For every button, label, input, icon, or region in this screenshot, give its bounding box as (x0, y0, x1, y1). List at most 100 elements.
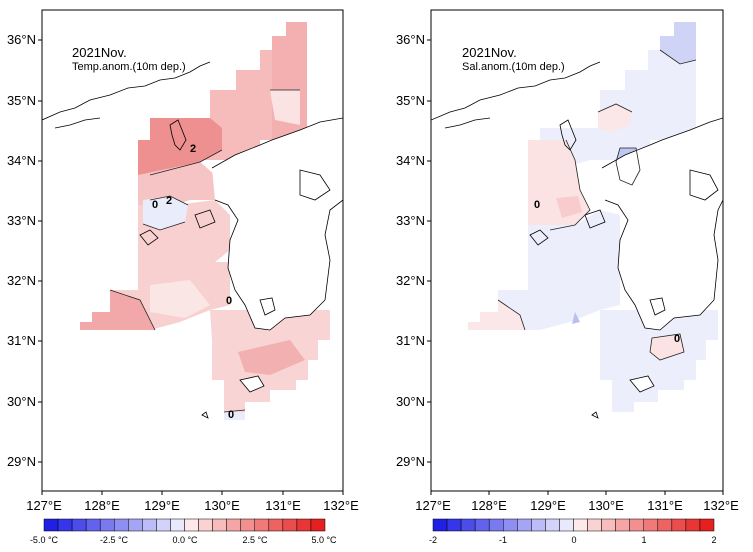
sal-colorbar-swatch (671, 518, 687, 532)
sal-y-tick-label: 36°N (396, 32, 425, 47)
sal-region-ne (660, 22, 696, 64)
temp-colorbar-swatch (282, 518, 298, 532)
temp-y-tick-label: 34°N (7, 153, 36, 168)
sal-panel-subtitle: Sal.anom.(10m dep.) (462, 61, 565, 73)
temp-colorbar-swatch (71, 518, 87, 532)
sal-contour-labels: 0 0 (534, 199, 680, 345)
temp-colorbar-swatch (156, 518, 171, 532)
sal-colorbar-swatch (446, 518, 462, 532)
sal-colorbar-label: 1 (641, 535, 646, 545)
sal-x-tick-label: 131°E (647, 498, 683, 513)
sal-x-tick-label: 132°E (703, 498, 739, 513)
temp-y-tick-label: 33°N (7, 213, 36, 228)
temp-contour-label: 0 (226, 295, 232, 307)
sal-colorbar-swatch (685, 518, 701, 532)
temp-colorbar-swatch (43, 518, 59, 532)
temp-region-southwest (80, 290, 155, 330)
temp-region-strong (138, 118, 222, 175)
temp-region-pale (150, 280, 210, 318)
temp-panel-subtitle: Temp.anom.(10m dep.) (72, 61, 186, 73)
sal-region-pink-spot (556, 196, 582, 218)
sal-x-tick-label: 129°E (530, 498, 566, 513)
sal-x-tick-label: 127°E (415, 498, 451, 513)
temp-x-axis: 127°E 128°E 129°E 130°E 131°E 132°E (26, 491, 359, 513)
sal-region-middle (528, 210, 620, 262)
temp-colorbar-swatch (57, 518, 73, 532)
sal-region-blue-speck (572, 312, 580, 324)
sal-colorbar-swatch (432, 518, 448, 532)
sal-colorbar-labels: -2 -1 0 1 2 (429, 535, 717, 545)
sal-x-tick-label: 130°E (588, 498, 624, 513)
temp-x-tick-label: 128°E (84, 498, 120, 513)
temp-land-kyushu (212, 118, 343, 330)
sal-region-pink-se (650, 334, 684, 360)
temp-x-tick-label: 129°E (144, 498, 180, 513)
temp-region-patch (270, 90, 300, 125)
temp-colorbar-swatch (310, 518, 326, 532)
temp-y-tick-label: 29°N (7, 454, 36, 469)
sal-colorbar-swatch (587, 518, 602, 532)
temp-colorbar (43, 518, 326, 532)
sal-coastlines (431, 61, 723, 419)
sal-colorbar-swatch (503, 518, 518, 532)
temp-colorbar-swatch (268, 518, 284, 532)
temp-colorbar-swatch (170, 518, 185, 532)
temp-region-south-tip (224, 412, 245, 420)
sal-region-north (528, 22, 696, 175)
temp-contour-label: 0 (152, 199, 158, 211)
sal-colorbar-swatch (559, 518, 574, 532)
sal-colorbar-swatch (545, 518, 560, 532)
temp-colorbar-swatch (99, 518, 115, 532)
sal-map-frame (430, 9, 724, 492)
sal-region-se (600, 310, 718, 412)
sal-colorbar-swatch (517, 518, 532, 532)
temp-colorbar-label: 2.5 °C (242, 535, 268, 545)
sal-colorbar-swatch (531, 518, 546, 532)
temp-y-tick-label: 30°N (7, 394, 36, 409)
sal-x-axis: 127°E 128°E 129°E 130°E 131°E 132°E (415, 491, 739, 513)
sal-panel: 0 0 2021Nov. Sal.anom.(10m dep.) 36°N 35… (396, 9, 739, 545)
temp-colorbar-label: -2.5 °C (100, 535, 129, 545)
sal-colorbar-swatch (488, 518, 504, 532)
temp-contour-label: 2 (166, 195, 172, 207)
sal-contour-label: 0 (674, 333, 680, 345)
temp-colorbar-label: 0.0 °C (172, 535, 198, 545)
sal-y-tick-label: 30°N (396, 394, 425, 409)
temp-y-tick-label: 31°N (7, 333, 36, 348)
sal-colorbar-swatch (474, 518, 490, 532)
sal-colorbar-swatch (629, 518, 645, 532)
sal-y-tick-label: 29°N (396, 454, 425, 469)
sal-y-tick-label: 33°N (396, 213, 425, 228)
temp-contour-label: 0 (228, 409, 234, 421)
temp-region-se-strong (238, 340, 305, 375)
temp-x-tick-label: 130°E (204, 498, 240, 513)
sal-x-tick-label: 128°E (471, 498, 507, 513)
temp-colorbar-swatch (240, 518, 255, 532)
sal-contour-label: 0 (534, 199, 540, 211)
temp-anomaly-field (80, 22, 343, 420)
sal-colorbar-label: 2 (711, 535, 716, 545)
temp-region-negative (143, 196, 188, 230)
temp-colorbar-swatch (114, 518, 129, 532)
temp-colorbar-swatch (296, 518, 312, 532)
sal-colorbar-swatch (699, 518, 715, 532)
temp-x-tick-label: 127°E (26, 498, 62, 513)
temp-colorbar-swatch (142, 518, 157, 532)
temp-colorbar-swatch (198, 518, 213, 532)
temp-x-tick-label: 131°E (265, 498, 301, 513)
temp-panel: 2 0 2 0 0 2021Nov. Temp.anom.(10m dep.) … (7, 9, 359, 545)
temp-y-axis: 36°N 35°N 34°N 33°N 32°N 31°N 30°N 29°N (7, 32, 42, 469)
sal-colorbar-swatch (573, 518, 588, 532)
temp-colorbar-swatch (85, 518, 101, 532)
temp-colorbar-labels: -5.0 °C -2.5 °C 0.0 °C 2.5 °C 5.0 °C (30, 535, 337, 545)
temp-colorbar-swatch (226, 518, 241, 532)
sal-colorbar-swatch (657, 518, 673, 532)
temp-y-tick-label: 36°N (7, 32, 36, 47)
sal-y-tick-label: 35°N (396, 93, 425, 108)
temp-colorbar-swatch (128, 518, 143, 532)
temp-y-tick-label: 32°N (7, 273, 36, 288)
temp-y-tick-label: 35°N (7, 93, 36, 108)
temp-land-island (239, 375, 265, 393)
temp-panel-title: 2021Nov. (72, 45, 127, 60)
